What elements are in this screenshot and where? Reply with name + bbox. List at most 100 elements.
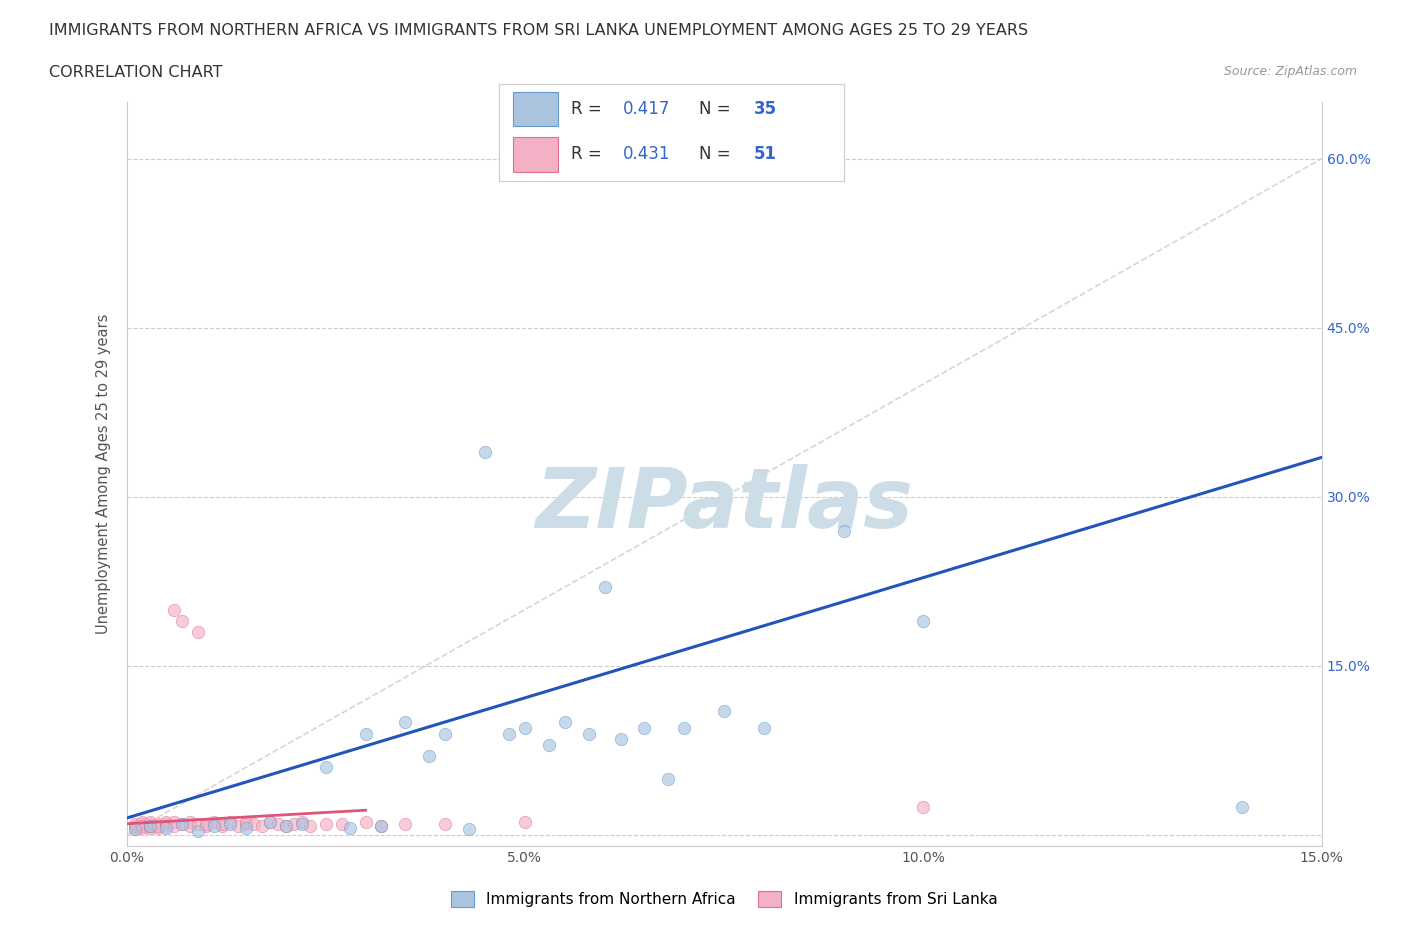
Point: [172, 817, 194, 831]
Point: [131, 814, 153, 829]
Point: [211, 817, 233, 831]
Text: IMMIGRANTS FROM NORTHERN AFRICA VS IMMIGRANTS FROM SRI LANKA UNEMPLOYMENT AMONG : IMMIGRANTS FROM NORTHERN AFRICA VS IMMIG…: [49, 23, 1028, 38]
Point: [148, 817, 170, 831]
Point: [418, 749, 440, 764]
Point: [139, 814, 162, 829]
Point: [330, 817, 353, 831]
Point: [235, 821, 257, 836]
Point: [912, 614, 935, 629]
Text: 0.431: 0.431: [623, 144, 671, 163]
Point: [354, 814, 377, 829]
Point: [124, 822, 146, 837]
Point: [155, 817, 177, 831]
Point: [172, 817, 194, 831]
Text: 0.417: 0.417: [623, 100, 671, 117]
Point: [148, 818, 170, 833]
Point: [274, 818, 297, 833]
Point: [259, 814, 281, 829]
Point: [172, 614, 194, 629]
Text: R =: R =: [571, 144, 607, 163]
Point: [657, 771, 679, 786]
Point: [1230, 800, 1253, 815]
Point: [291, 814, 314, 829]
Point: [609, 732, 631, 747]
Point: [187, 625, 209, 640]
Point: [195, 817, 218, 831]
Point: [155, 821, 177, 836]
Point: [832, 524, 855, 538]
Point: [354, 726, 377, 741]
Point: [912, 800, 935, 815]
Point: [274, 818, 297, 833]
Point: [195, 818, 218, 833]
Point: [131, 818, 153, 833]
Point: [578, 726, 600, 741]
Point: [259, 814, 281, 829]
Point: [315, 760, 337, 775]
Point: [370, 818, 392, 833]
Point: [633, 721, 655, 736]
Text: R =: R =: [571, 100, 607, 117]
Point: [474, 445, 496, 459]
Point: [315, 817, 337, 831]
Point: [370, 818, 392, 833]
Point: [267, 817, 290, 831]
Point: [155, 814, 177, 829]
Point: [458, 822, 481, 837]
Point: [211, 818, 233, 833]
Text: ZIPatlas: ZIPatlas: [536, 463, 912, 545]
Point: [243, 817, 266, 831]
Point: [139, 817, 162, 831]
Point: [498, 726, 520, 741]
Point: [163, 818, 186, 833]
FancyBboxPatch shape: [513, 91, 558, 126]
Point: [673, 721, 696, 736]
Point: [155, 818, 177, 833]
Text: N =: N =: [699, 144, 735, 163]
Point: [394, 817, 416, 831]
Point: [179, 818, 201, 833]
Point: [187, 817, 209, 831]
Text: CORRELATION CHART: CORRELATION CHART: [49, 65, 222, 80]
Point: [593, 579, 616, 594]
Point: [513, 814, 536, 829]
Point: [163, 814, 186, 829]
Point: [131, 817, 153, 831]
Point: [202, 814, 225, 829]
Legend: Immigrants from Northern Africa, Immigrants from Sri Lanka: Immigrants from Northern Africa, Immigra…: [444, 884, 1004, 913]
Point: [139, 821, 162, 836]
Point: [283, 817, 305, 831]
FancyBboxPatch shape: [513, 138, 558, 172]
Point: [226, 818, 249, 833]
Point: [713, 704, 735, 719]
Point: [434, 726, 457, 741]
Text: Source: ZipAtlas.com: Source: ZipAtlas.com: [1223, 65, 1357, 78]
Point: [235, 817, 257, 831]
Point: [131, 821, 153, 836]
Point: [339, 821, 361, 836]
Text: 35: 35: [754, 100, 778, 117]
Point: [537, 737, 560, 752]
Point: [235, 814, 257, 829]
Point: [179, 814, 201, 829]
Point: [139, 818, 162, 833]
Point: [752, 721, 775, 736]
Point: [219, 817, 242, 831]
Point: [202, 818, 225, 833]
Point: [148, 821, 170, 836]
Y-axis label: Unemployment Among Ages 25 to 29 years: Unemployment Among Ages 25 to 29 years: [96, 314, 111, 634]
Point: [187, 823, 209, 838]
Point: [124, 822, 146, 837]
Text: 51: 51: [754, 144, 778, 163]
Point: [554, 715, 576, 730]
Point: [394, 715, 416, 730]
Point: [124, 818, 146, 833]
Point: [250, 818, 273, 833]
Point: [298, 818, 321, 833]
Point: [434, 817, 457, 831]
Point: [219, 814, 242, 829]
Text: N =: N =: [699, 100, 735, 117]
Point: [291, 817, 314, 831]
Point: [139, 818, 162, 833]
Point: [163, 602, 186, 617]
